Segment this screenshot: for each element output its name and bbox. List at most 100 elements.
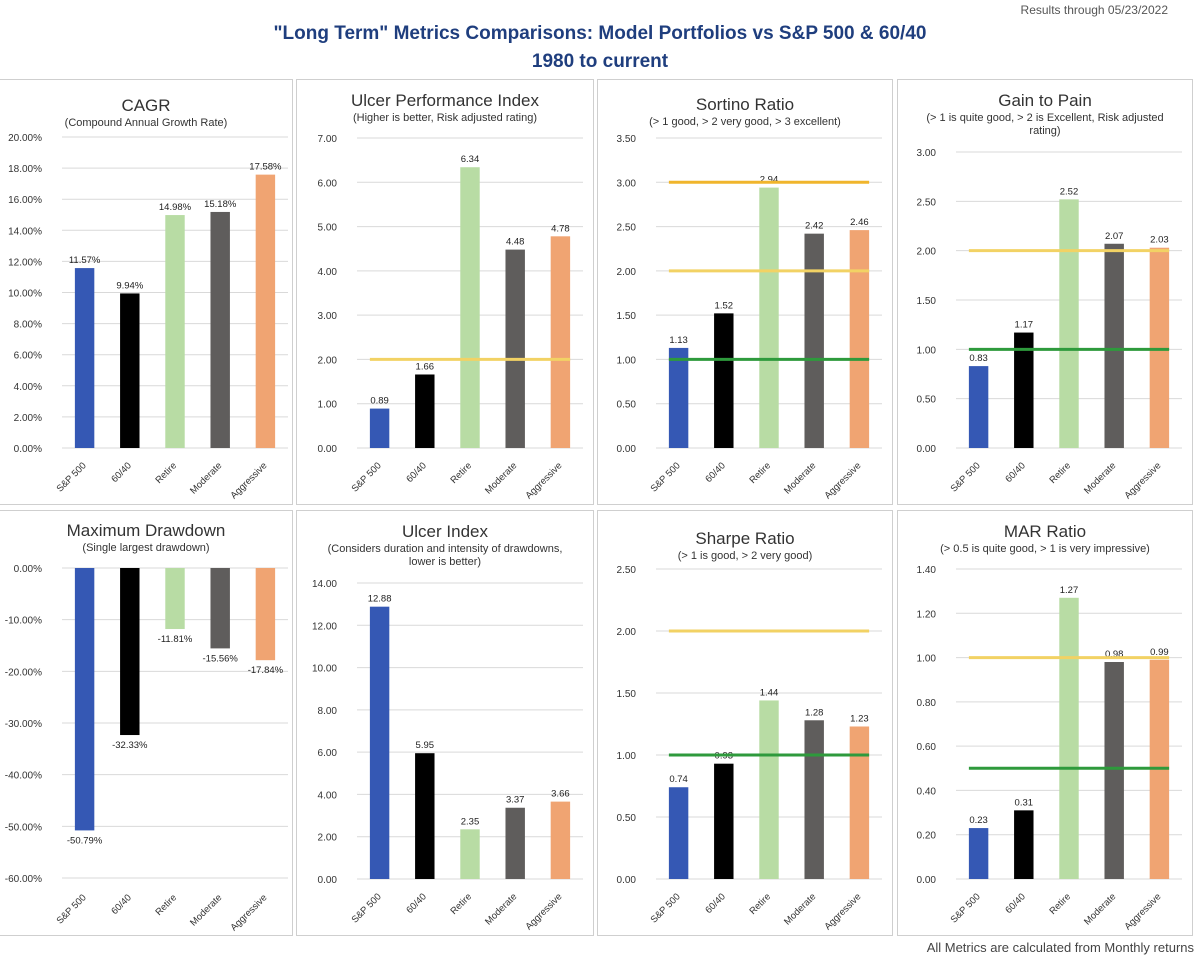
x-tick-label: Moderate bbox=[483, 460, 519, 496]
x-tick-label: Aggressive bbox=[823, 891, 864, 932]
chart-canvas: 0.00 2.00 4.00 6.00 8.00 10.00 12.00 14.00 12.88… bbox=[312, 579, 583, 932]
bar-sp500 bbox=[668, 347, 689, 448]
y-tick-label: 6.00 bbox=[318, 748, 338, 759]
x-tick-label: S&P 500 bbox=[649, 460, 683, 494]
y-tick-label: 1.40 bbox=[917, 565, 937, 576]
y-tick-label: -60.00% bbox=[5, 874, 42, 885]
chart-title: Ulcer Performance Index bbox=[350, 91, 540, 110]
chart-canvas: 0.000.501.001.502.002.500.74S&P 5000.936… bbox=[617, 565, 882, 932]
y-tick-label: 2.50 bbox=[617, 565, 637, 576]
data-label: 11.57% bbox=[69, 255, 101, 266]
bar-60-40 bbox=[714, 763, 734, 879]
y-tick-label: 0.60 bbox=[917, 742, 937, 753]
y-tick-label: 0.00 bbox=[917, 875, 937, 886]
data-label: -32.33% bbox=[112, 740, 148, 751]
bar-60-40 bbox=[1014, 810, 1034, 879]
chart-title: Ulcer Index bbox=[402, 522, 488, 541]
data-label: 2.52 bbox=[1060, 186, 1079, 197]
y-tick-label: 0.00% bbox=[14, 564, 42, 575]
results-date-note: Results through 05/23/2022 bbox=[1020, 3, 1168, 17]
panel-sortino-ratio: Sortino Ratio (> 1 good, > 2 very good, … bbox=[597, 79, 893, 505]
y-tick-label: 2.00 bbox=[318, 833, 338, 844]
data-label: 1.23 bbox=[850, 713, 869, 724]
y-tick-label: 0.00 bbox=[917, 444, 937, 455]
y-tick-label: 1.50 bbox=[617, 311, 637, 322]
bar-moderate bbox=[1104, 662, 1124, 879]
y-tick-label: 18.00% bbox=[8, 164, 42, 175]
chart-canvas: 0.00 0.20 0.40 0.60 0.80 1.00 1.20 1.40 0.23 S&P … bbox=[917, 565, 1182, 932]
x-tick-label: Aggressive bbox=[229, 460, 270, 501]
x-tick-label: S&P 500 bbox=[350, 891, 384, 925]
panel-ulcer-index: Ulcer Index (Considers duration and inte… bbox=[296, 510, 594, 936]
y-tick-label: 2.00% bbox=[14, 413, 42, 424]
bar-60-40 bbox=[120, 568, 140, 736]
chart-canvas: 0.00 0.50 1.00 1.50 2.00 2.50 3.00 0.83 S&P 500 1… bbox=[917, 148, 1182, 501]
data-label: 1.13 bbox=[669, 335, 688, 346]
chart-title: Gain to Pain bbox=[998, 91, 1092, 110]
bar-retire bbox=[460, 167, 480, 448]
y-tick-label: -40.00% bbox=[5, 771, 42, 782]
panel-mar-ratio: MAR Ratio (> 0.5 is quite good, > 1 is v… bbox=[897, 510, 1193, 936]
bar-sp500 bbox=[369, 606, 390, 879]
panel-cagr: CAGR (Compound Annual Growth Rate) 0.00%… bbox=[0, 79, 293, 505]
y-tick-label: 14.00 bbox=[312, 579, 337, 590]
bar-retire bbox=[1059, 597, 1079, 879]
x-tick-label: 60/40 bbox=[703, 891, 728, 916]
x-tick-label: Retire bbox=[1047, 891, 1073, 917]
y-tick-label: 5.00 bbox=[318, 223, 338, 234]
y-tick-label: 0.00 bbox=[617, 875, 637, 886]
x-tick-label: Retire bbox=[747, 460, 773, 486]
bar-aggressive bbox=[550, 801, 571, 879]
x-tick-label: Retire bbox=[1047, 460, 1073, 486]
x-tick-label: Aggressive bbox=[524, 460, 565, 501]
y-tick-label: 8.00% bbox=[14, 320, 42, 331]
x-tick-label: Moderate bbox=[1082, 891, 1118, 927]
panel-maximum-drawdown: Maximum Drawdown (Single largest drawdow… bbox=[0, 510, 293, 936]
data-label: 2.42 bbox=[805, 221, 824, 232]
data-label: 0.99 bbox=[1150, 647, 1169, 658]
y-tick-label: 10.00 bbox=[312, 664, 337, 675]
data-label: 0.98 bbox=[1105, 649, 1124, 660]
x-tick-label: Retire bbox=[153, 892, 179, 918]
bar-aggressive bbox=[849, 726, 870, 879]
y-tick-label: 4.00 bbox=[318, 267, 338, 278]
y-tick-label: 0.00% bbox=[14, 444, 42, 455]
y-tick-label: 1.50 bbox=[917, 296, 937, 307]
x-tick-label: 60/40 bbox=[703, 460, 728, 485]
y-tick-label: -10.00% bbox=[5, 616, 42, 627]
x-tick-label: Retire bbox=[448, 891, 474, 917]
bar-retire bbox=[759, 187, 779, 448]
bar-aggressive bbox=[255, 568, 276, 661]
data-label: 17.58% bbox=[249, 162, 282, 173]
chart-subtitle: (> 1 good, > 2 very good, > 3 excellent) bbox=[649, 116, 841, 128]
y-tick-label: 2.00 bbox=[917, 247, 937, 258]
x-tick-label: 60/40 bbox=[109, 460, 134, 485]
data-label: 0.74 bbox=[669, 774, 688, 785]
x-tick-label: Moderate bbox=[188, 460, 224, 496]
bar-retire bbox=[759, 700, 779, 879]
footer-note: All Metrics are calculated from Monthly … bbox=[926, 940, 1194, 955]
data-label: -50.79% bbox=[67, 835, 103, 846]
page-subtitle: 1980 to current bbox=[531, 51, 669, 72]
bar-retire bbox=[165, 568, 185, 630]
x-tick-label: 60/40 bbox=[1003, 460, 1028, 485]
chart-subtitle: (Single largest drawdown) bbox=[82, 542, 210, 554]
y-tick-label: 2.00 bbox=[617, 627, 637, 638]
panel-sharpe-ratio: Sharpe Ratio (> 1 is good, > 2 very good… bbox=[597, 510, 893, 936]
panel-ulcer-performance-index: Ulcer Performance Index (Higher is bette… bbox=[296, 79, 594, 505]
x-tick-label: Moderate bbox=[483, 891, 519, 927]
x-tick-label: 60/40 bbox=[404, 460, 429, 485]
data-label: 2.35 bbox=[461, 816, 480, 827]
data-label: 1.52 bbox=[715, 300, 734, 311]
y-tick-label: -30.00% bbox=[5, 719, 42, 730]
bar-60-40 bbox=[415, 374, 435, 448]
x-tick-label: Moderate bbox=[782, 460, 818, 496]
x-tick-label: Moderate bbox=[782, 891, 818, 927]
x-tick-label: S&P 500 bbox=[350, 460, 384, 494]
y-tick-label: 1.00 bbox=[617, 355, 637, 366]
x-tick-label: S&P 500 bbox=[649, 891, 683, 925]
bar-60-40 bbox=[714, 313, 734, 448]
y-tick-label: 1.00 bbox=[917, 345, 937, 356]
data-label: 1.17 bbox=[1015, 320, 1034, 331]
chart-canvas: 0.00 1.00 2.00 3.00 4.00 5.00 6.00 7.00 0.89 S&P … bbox=[318, 134, 583, 501]
